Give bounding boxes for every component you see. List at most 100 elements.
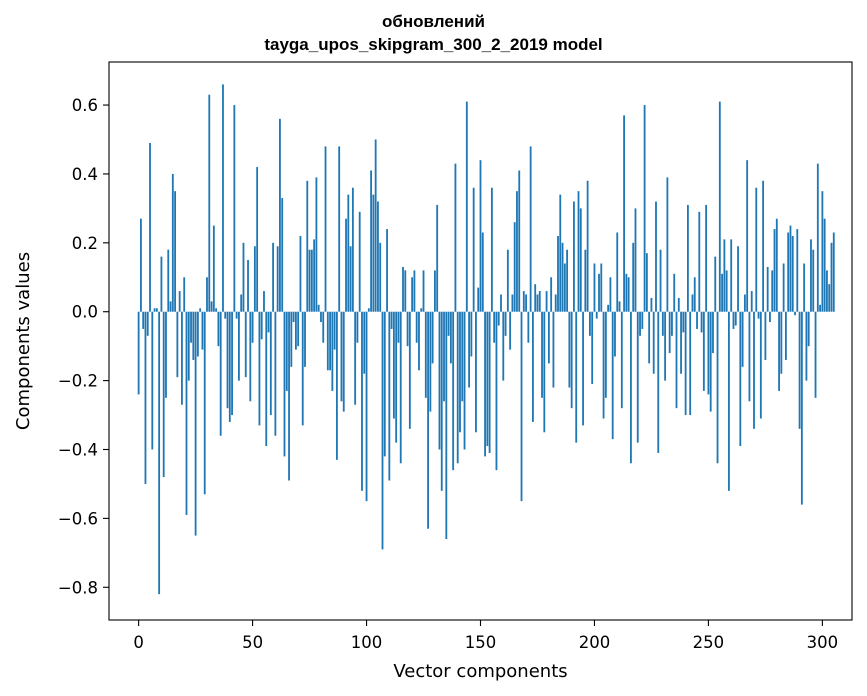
x-tick-label: 50 bbox=[242, 633, 263, 652]
bar bbox=[488, 311, 491, 453]
bar bbox=[591, 311, 594, 385]
bar bbox=[755, 187, 758, 312]
bar bbox=[832, 232, 835, 312]
bar bbox=[333, 311, 336, 350]
bar bbox=[194, 311, 197, 536]
bar bbox=[630, 311, 632, 464]
bar bbox=[251, 311, 254, 343]
bar bbox=[668, 311, 671, 354]
bar bbox=[465, 101, 468, 312]
bar bbox=[285, 311, 288, 391]
bar bbox=[557, 235, 559, 312]
bar bbox=[167, 249, 170, 312]
bar bbox=[675, 311, 678, 409]
bar bbox=[165, 311, 167, 398]
x-tick-label: 150 bbox=[465, 633, 497, 652]
bar bbox=[219, 311, 222, 436]
bar bbox=[292, 311, 295, 323]
y-tick-label: −0.2 bbox=[58, 372, 98, 391]
bar bbox=[830, 242, 833, 312]
bar bbox=[712, 311, 714, 354]
bar bbox=[552, 311, 555, 388]
bar bbox=[554, 294, 557, 312]
bar bbox=[784, 311, 787, 360]
bar bbox=[826, 270, 828, 312]
bar bbox=[700, 311, 703, 333]
bar bbox=[226, 311, 229, 409]
bar bbox=[256, 167, 259, 312]
bar bbox=[798, 311, 801, 429]
bar bbox=[354, 311, 357, 405]
bar bbox=[600, 263, 603, 312]
bar bbox=[639, 311, 641, 336]
bar bbox=[247, 260, 249, 312]
bar bbox=[242, 242, 245, 312]
bar bbox=[611, 311, 614, 440]
bar bbox=[698, 211, 701, 312]
bar bbox=[358, 211, 361, 312]
x-tick-label: 0 bbox=[133, 633, 144, 652]
chart-title-line-1: обновлений bbox=[382, 12, 485, 31]
bar bbox=[800, 311, 803, 505]
bar bbox=[424, 311, 427, 398]
bar bbox=[370, 170, 373, 312]
bar bbox=[812, 249, 815, 312]
x-axis-label: Vector components bbox=[393, 661, 567, 682]
bar bbox=[705, 204, 708, 312]
bar bbox=[648, 311, 651, 364]
bar bbox=[529, 146, 532, 312]
bar bbox=[155, 308, 158, 312]
bar bbox=[445, 311, 448, 540]
bar bbox=[372, 194, 375, 312]
bar bbox=[775, 218, 778, 312]
bar bbox=[541, 311, 543, 398]
bar bbox=[244, 311, 247, 378]
x-tick-label: 200 bbox=[579, 633, 611, 652]
bar bbox=[160, 256, 163, 312]
bar bbox=[386, 229, 388, 312]
bar bbox=[682, 311, 685, 333]
bar bbox=[623, 115, 625, 312]
bar bbox=[573, 201, 575, 312]
bar bbox=[294, 311, 297, 350]
bar bbox=[397, 311, 400, 343]
bar bbox=[794, 311, 796, 316]
bar bbox=[347, 194, 350, 312]
bar bbox=[438, 311, 441, 450]
bar bbox=[645, 253, 648, 312]
bar bbox=[721, 273, 723, 312]
bar bbox=[269, 311, 272, 416]
bar bbox=[272, 242, 275, 312]
bar bbox=[276, 246, 279, 312]
bar bbox=[661, 311, 664, 336]
bar bbox=[495, 311, 498, 471]
bar bbox=[434, 270, 436, 312]
bar bbox=[146, 311, 149, 336]
bar bbox=[689, 311, 692, 416]
bar bbox=[759, 311, 762, 419]
bar bbox=[301, 311, 304, 426]
bar bbox=[506, 249, 509, 312]
bar bbox=[582, 311, 584, 426]
bar bbox=[821, 191, 824, 312]
bar bbox=[475, 311, 477, 433]
bar bbox=[563, 263, 566, 312]
bar bbox=[547, 311, 550, 364]
bar bbox=[559, 194, 562, 312]
bar bbox=[819, 304, 821, 312]
bar bbox=[402, 266, 404, 312]
bar bbox=[363, 311, 366, 374]
bar bbox=[766, 266, 769, 312]
bar bbox=[383, 311, 386, 457]
bar bbox=[169, 301, 172, 312]
bar bbox=[762, 180, 765, 312]
chart-title-line-2: tayga_upos_skipgram_300_2_2019 model bbox=[264, 35, 603, 54]
bar bbox=[577, 191, 580, 312]
x-tick-label: 250 bbox=[693, 633, 725, 652]
bar bbox=[390, 311, 393, 329]
bar bbox=[632, 242, 635, 312]
bar bbox=[190, 311, 192, 343]
bar bbox=[484, 311, 486, 457]
